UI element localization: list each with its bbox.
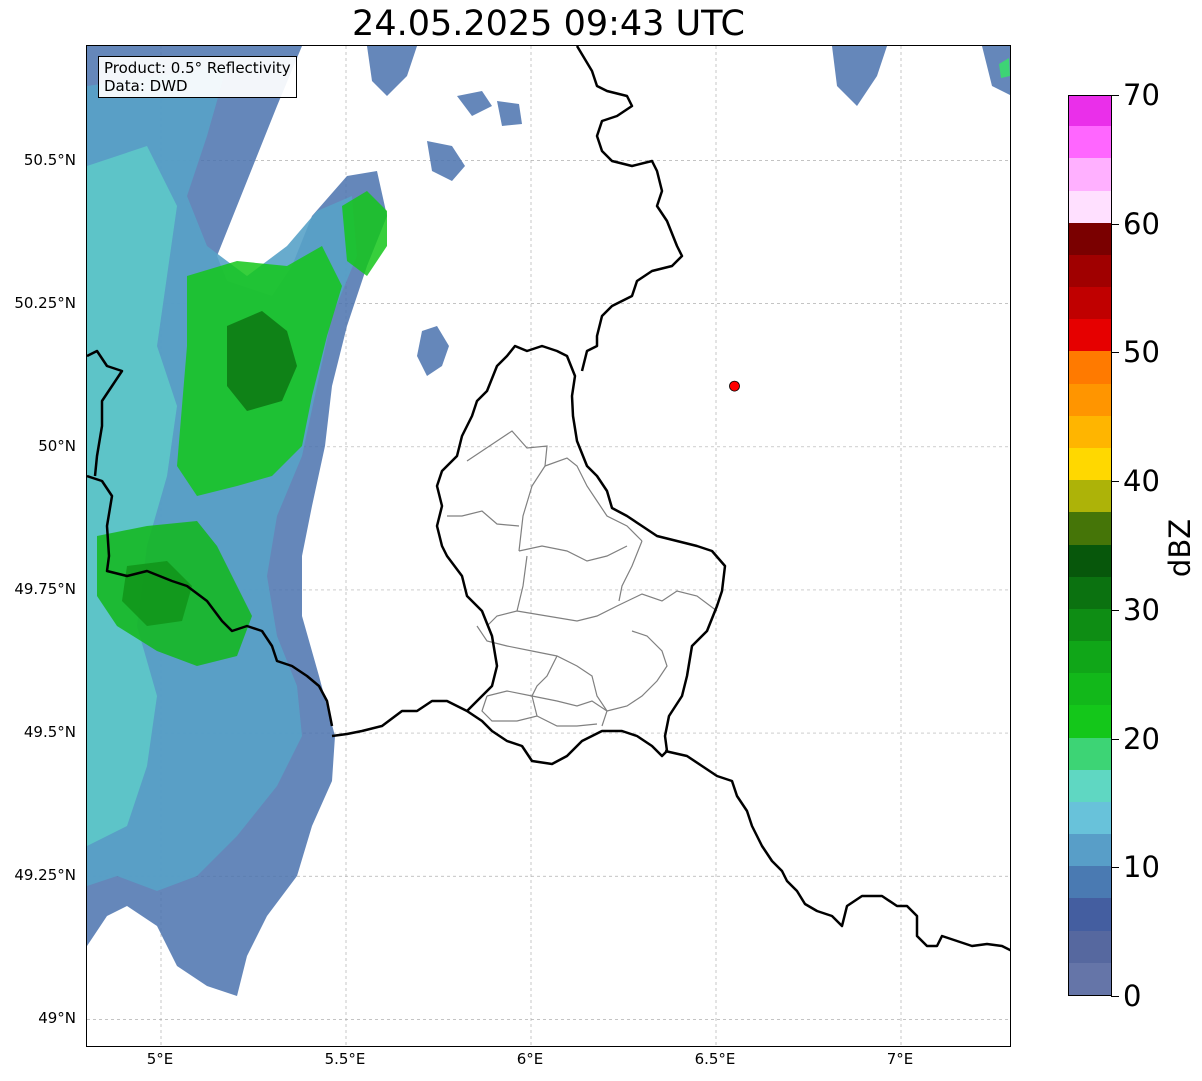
precip-light-band: [87, 146, 177, 846]
colorbar-segment: [1069, 350, 1111, 384]
colorbar-label: dBZ: [1163, 518, 1197, 578]
colorbar-segment: [1069, 157, 1111, 191]
x-tick-label: 5°E: [146, 1050, 174, 1068]
y-tick-label: 50.25°N: [14, 293, 76, 312]
colorbar-segment: [1069, 415, 1111, 448]
x-tick-label: 6°E: [516, 1050, 544, 1068]
precip-cell-top-1: [457, 91, 492, 116]
y-tick-label: 50.5°N: [23, 150, 76, 169]
colorbar-tick-label: 0: [1123, 979, 1142, 1013]
colorbar-segment: [1069, 704, 1111, 738]
border-belgium-france-west: [87, 349, 124, 477]
colorbar-segment: [1069, 286, 1111, 320]
info-box: Product: 0.5° Reflectivity Data: DWD: [98, 56, 297, 98]
precip-cell-top-2: [497, 101, 522, 126]
colorbar-tick: [1111, 352, 1119, 354]
y-tick-label: 49°N: [38, 1009, 76, 1028]
y-tick-label: 49.75°N: [14, 579, 76, 598]
colorbar-tick: [1111, 609, 1119, 611]
y-tick-label: 49.5°N: [23, 723, 76, 742]
precip-cell-ne-2: [427, 141, 465, 181]
colorbar-tick-label: 20: [1123, 721, 1160, 756]
y-tick-label: 50°N: [38, 436, 76, 455]
colorbar-tick: [1111, 95, 1119, 96]
colorbar-segment: [1069, 447, 1111, 481]
colorbar-segment: [1069, 962, 1111, 995]
colorbar-tick-label: 30: [1123, 592, 1160, 627]
colorbar-tick: [1111, 996, 1119, 997]
y-tick-label: 49.25°N: [14, 866, 76, 885]
colorbar-segment: [1069, 479, 1111, 513]
colorbar-segment: [1069, 769, 1111, 802]
x-tick-label: 7°E: [886, 1050, 914, 1068]
colorbar-segment: [1069, 930, 1111, 963]
colorbar-segment: [1069, 608, 1111, 642]
colorbar-tick-label: 40: [1123, 464, 1160, 499]
colorbar-segment: [1069, 511, 1111, 545]
border-luxembourg: [331, 344, 727, 766]
colorbar-segment: [1069, 125, 1111, 159]
colorbar-tick-label: 10: [1123, 850, 1160, 885]
colorbar-segment: [1069, 640, 1111, 674]
colorbar-segment: [1069, 543, 1111, 577]
colorbar: [1068, 95, 1112, 996]
info-data-source: Data: DWD: [104, 77, 188, 95]
precipitation-layer: [87, 46, 1010, 996]
x-tick-label: 6.5°E: [694, 1050, 736, 1068]
colorbar-segment: [1069, 736, 1111, 770]
border-france-belgium-south: [87, 474, 334, 727]
colorbar-segment: [1069, 897, 1111, 931]
precip-dark-core-south: [122, 561, 192, 626]
colorbar-tick: [1111, 223, 1119, 225]
precip-cell-center: [417, 326, 449, 376]
colorbar-segment: [1069, 865, 1111, 899]
precip-cell-corner-1: [832, 46, 887, 106]
colorbar-tick: [1111, 867, 1119, 869]
colorbar-segment: [1069, 318, 1111, 352]
colorbar-tick-label: 50: [1123, 335, 1160, 370]
location-marker: [729, 380, 740, 392]
precip-cell-corner-green: [999, 58, 1010, 78]
radar-map-canvas: [87, 46, 1010, 1046]
colorbar-segment: [1069, 383, 1111, 416]
colorbar-segment: [1069, 189, 1111, 223]
admin-subdivisions: [447, 430, 718, 727]
precip-cell-ne-1: [367, 46, 417, 96]
colorbar-segment: [1069, 254, 1111, 288]
precip-dark-core: [227, 311, 297, 411]
info-product: Product: 0.5° Reflectivity: [104, 59, 291, 77]
colorbar-tick-label: 60: [1123, 206, 1160, 241]
colorbar-tick: [1111, 481, 1119, 483]
colorbar-segment: [1069, 222, 1111, 255]
country-borders: [87, 46, 1010, 952]
precip-green-north: [342, 191, 387, 276]
map-title: 24.05.2025 09:43 UTC: [352, 4, 745, 44]
colorbar-segment: [1069, 672, 1111, 706]
border-germany-france: [664, 749, 1010, 952]
colorbar-tick: [1111, 738, 1119, 740]
border-germany-belgium: [575, 46, 684, 372]
colorbar-segment: [1069, 96, 1111, 127]
colorbar-segment: [1069, 833, 1111, 867]
colorbar-tick-label: 70: [1123, 78, 1160, 112]
x-tick-label: 5.5°E: [324, 1050, 366, 1068]
radar-map[interactable]: [86, 45, 1011, 1047]
colorbar-segment: [1069, 801, 1111, 835]
colorbar-segment: [1069, 576, 1111, 609]
precip-cell-corner-2: [982, 46, 1010, 95]
